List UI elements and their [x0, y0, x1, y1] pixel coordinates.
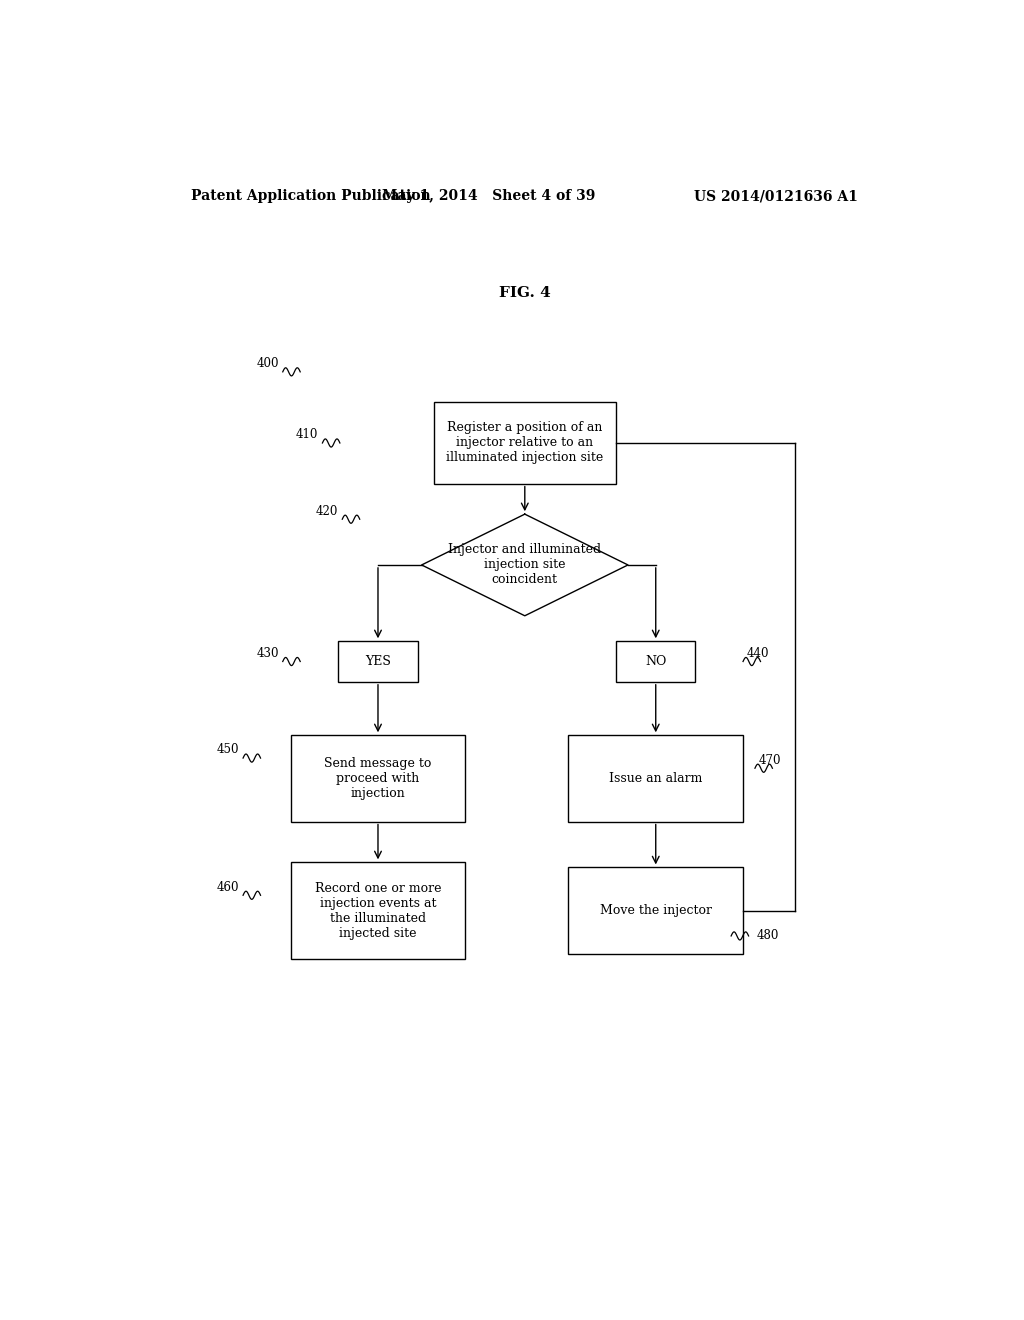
Bar [616, 642, 695, 682]
Bar [338, 642, 418, 682]
Text: 440: 440 [748, 647, 769, 660]
Bar [291, 735, 465, 821]
Text: 430: 430 [256, 647, 279, 660]
Text: 400: 400 [256, 358, 279, 370]
Bar [433, 403, 616, 483]
Text: May 1, 2014   Sheet 4 of 39: May 1, 2014 Sheet 4 of 39 [382, 189, 596, 203]
Text: 450: 450 [217, 743, 239, 756]
Bar [291, 862, 465, 958]
Text: 480: 480 [757, 929, 779, 942]
Bar [568, 867, 743, 954]
Text: YES: YES [365, 655, 391, 668]
Text: NO: NO [645, 655, 667, 668]
Text: Register a position of an
injector relative to an
illuminated injection site: Register a position of an injector relat… [446, 421, 603, 465]
Bar [568, 735, 743, 821]
Text: Patent Application Publication: Patent Application Publication [191, 189, 431, 203]
Text: 470: 470 [759, 754, 781, 767]
Text: US 2014/0121636 A1: US 2014/0121636 A1 [694, 189, 858, 203]
Text: 420: 420 [316, 504, 338, 517]
Text: Issue an alarm: Issue an alarm [609, 772, 702, 785]
Text: 410: 410 [296, 429, 318, 441]
Text: Move the injector: Move the injector [600, 904, 712, 917]
Text: FIG. 4: FIG. 4 [499, 285, 551, 300]
Text: Record one or more
injection events at
the illuminated
injected site: Record one or more injection events at t… [314, 882, 441, 940]
Text: 460: 460 [217, 880, 239, 894]
Text: Send message to
proceed with
injection: Send message to proceed with injection [325, 756, 432, 800]
Text: Injector and illuminated
injection site
coincident: Injector and illuminated injection site … [449, 544, 601, 586]
